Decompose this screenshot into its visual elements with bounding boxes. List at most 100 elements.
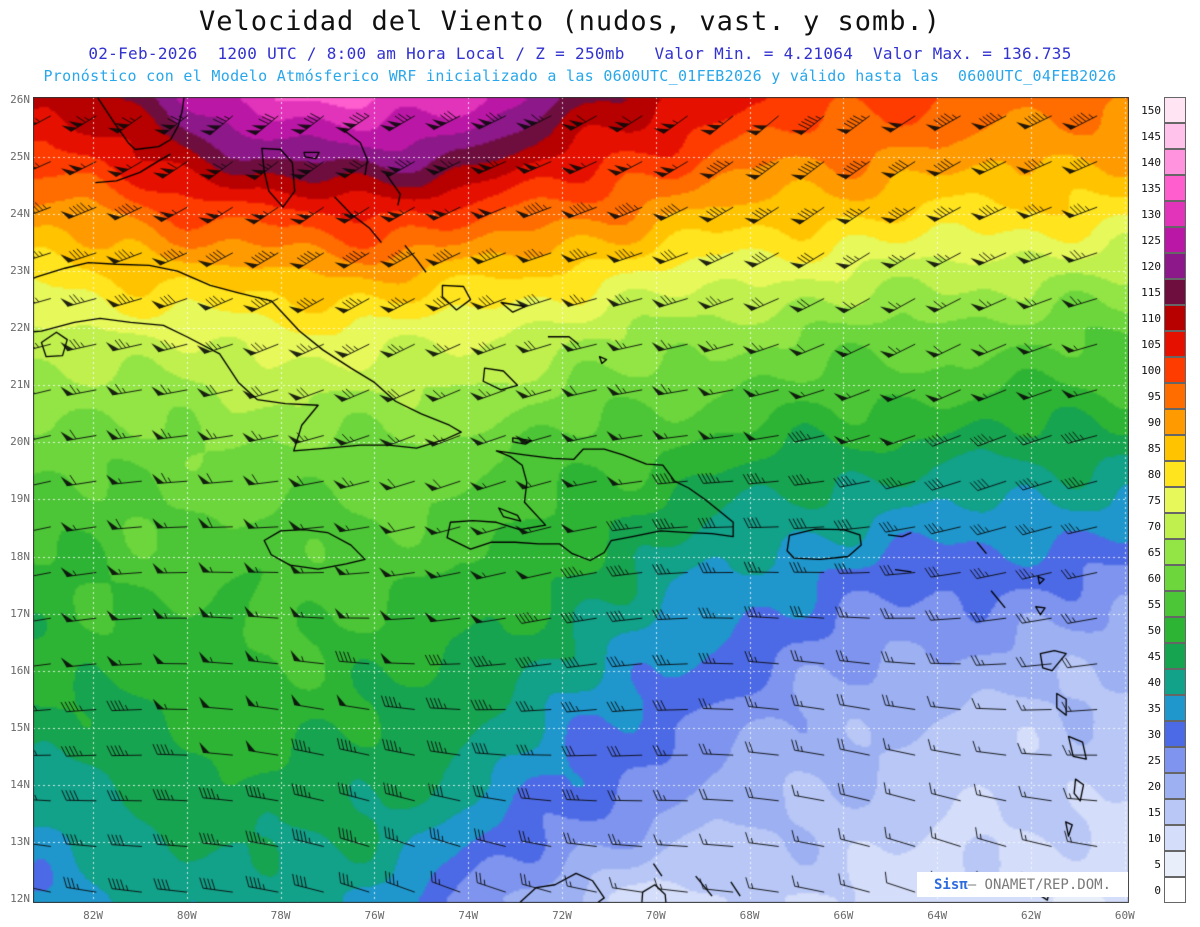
legend-color-swatch [1164,149,1186,175]
lat-label: 22N [10,321,30,335]
legend-row: 20 [1135,773,1186,799]
page-title: Velocidad del Viento (nudos, vast. y som… [199,6,941,37]
legend-value-label: 85 [1147,441,1161,455]
lon-label: 68W [739,909,760,922]
legend-value-label: 10 [1147,831,1161,845]
legend-value-label: 65 [1147,545,1161,559]
lon-label: 60W [1114,909,1135,922]
legend-row: 105 [1135,331,1186,357]
legend-value-label: 0 [1154,883,1161,897]
legend-row: 45 [1135,643,1186,669]
legend-row: 140 [1135,149,1186,175]
legend-value-label: 105 [1141,337,1161,351]
legend-color-swatch [1164,825,1186,851]
legend-color-swatch [1164,851,1186,877]
lat-label: 23N [10,264,30,278]
watermark-brand: Sisπ [933,876,968,893]
lon-label: 76W [364,909,385,922]
legend-value-label: 15 [1147,805,1161,819]
legend-value-label: 125 [1141,233,1161,247]
legend-color-swatch [1164,201,1186,227]
legend-color-swatch [1164,565,1186,591]
legend-color-swatch [1164,279,1186,305]
legend-value-label: 130 [1141,207,1161,221]
run-info-subtitle: 02-Feb-2026 1200 UTC / 8:00 am Hora Loca… [88,44,1072,63]
legend-value-label: 150 [1141,103,1161,117]
legend-color-swatch [1164,409,1186,435]
legend-color-swatch [1164,123,1186,149]
lat-label: 18N [10,549,30,563]
legend-row: 0 [1135,877,1186,903]
legend-value-label: 115 [1141,285,1161,299]
lon-label: 80W [176,909,197,922]
lon-label: 74W [458,909,479,922]
legend-row: 15 [1135,799,1186,825]
legend-color-swatch [1164,721,1186,747]
legend-value-label: 30 [1147,727,1161,741]
legend-row: 80 [1135,461,1186,487]
lon-label: 72W [552,909,572,922]
legend-color-swatch [1164,617,1186,643]
legend-row: 110 [1135,305,1186,331]
legend-row: 90 [1135,409,1186,435]
legend-color-swatch [1164,383,1186,409]
legend-row: 40 [1135,669,1186,695]
legend-value-label: 5 [1154,857,1161,871]
legend-value-label: 120 [1141,259,1161,273]
legend-color-swatch [1164,331,1186,357]
lat-label: 17N [10,606,30,620]
legend-color-swatch [1164,253,1186,279]
lat-label: 14N [10,777,30,791]
legend-row: 65 [1135,539,1186,565]
legend-color-swatch [1164,513,1186,539]
lon-label: 66W [833,909,854,922]
legend-color-swatch [1164,877,1186,903]
legend-row: 115 [1135,279,1186,305]
legend-value-label: 95 [1147,389,1161,403]
legend-row: 120 [1135,253,1186,279]
legend-row: 125 [1135,227,1186,253]
legend-row: 70 [1135,513,1186,539]
legend-row: 130 [1135,201,1186,227]
watermark-text: – ONAMET/REP.DOM. [967,876,1111,893]
legend-color-swatch [1164,357,1186,383]
lat-label: 20N [10,435,30,449]
legend-row: 135 [1135,175,1186,201]
legend-value-label: 20 [1147,779,1161,793]
legend-row: 95 [1135,383,1186,409]
legend-color-swatch [1164,643,1186,669]
legend-color-swatch [1164,97,1186,123]
legend-color-swatch [1164,539,1186,565]
legend-value-label: 40 [1147,675,1161,689]
lat-label: 12N [10,892,30,905]
legend-value-label: 55 [1147,597,1161,611]
legend-color-swatch [1164,799,1186,825]
lon-label: 70W [645,909,666,922]
legend-value-label: 25 [1147,753,1161,767]
legend-value-label: 45 [1147,649,1161,663]
legend-value-label: 70 [1147,519,1161,533]
lat-label: 21N [10,378,30,392]
lat-label: 25N [10,149,30,163]
legend-value-label: 90 [1147,415,1161,429]
legend-row: 50 [1135,617,1186,643]
lat-label: 13N [10,834,30,848]
legend-color-swatch [1164,747,1186,773]
lon-label: 64W [927,909,948,922]
legend-color-swatch [1164,773,1186,799]
legend-row: 10 [1135,825,1186,851]
legend-value-label: 100 [1141,363,1161,377]
model-info-subtitle: Pronóstico con el Modelo Atmósferico WRF… [43,67,1117,85]
legend-color-swatch [1164,487,1186,513]
lon-label: 82W [83,909,103,922]
legend-color-swatch [1164,591,1186,617]
wind-speed-contour-map-canvas [33,97,1129,903]
legend-row: 85 [1135,435,1186,461]
legend-row: 100 [1135,357,1186,383]
legend-value-label: 80 [1147,467,1161,481]
color-scale-legend: 150 145 140 135 130 125 120 115 110 105 100 95 90 85 8… [1135,97,1186,903]
legend-row: 75 [1135,487,1186,513]
legend-color-swatch [1164,175,1186,201]
legend-row: 5 [1135,851,1186,877]
